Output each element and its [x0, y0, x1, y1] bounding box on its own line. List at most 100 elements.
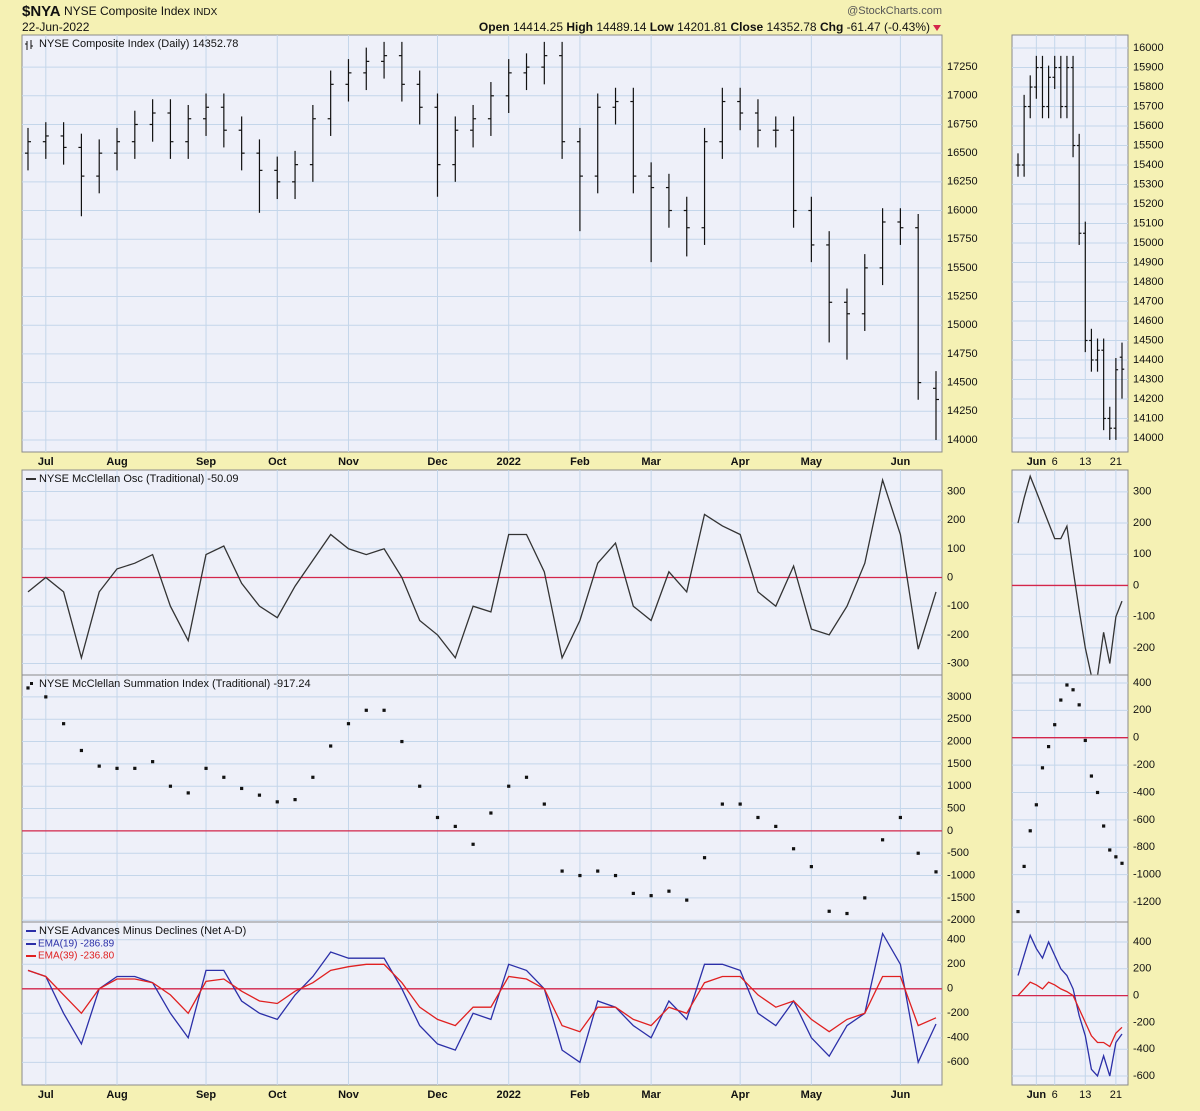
- x-tick-label: Aug: [106, 1089, 127, 1101]
- x-tick-label: May: [801, 456, 823, 468]
- dot: [222, 775, 226, 779]
- dot: [596, 869, 600, 873]
- panel: [21, 674, 943, 923]
- y-tick-label: -200: [1133, 759, 1155, 771]
- y-tick-label: 0: [947, 983, 953, 995]
- y-tick-label: 400: [1133, 936, 1151, 948]
- date: 22-Jun-2022: [22, 20, 90, 34]
- x-tick-label: Jun: [891, 456, 911, 468]
- dot: [1120, 861, 1124, 865]
- y-tick-label: 16250: [947, 176, 978, 188]
- index-name: NYSE Composite Index: [64, 4, 190, 18]
- y-tick-label: 14000: [947, 434, 978, 446]
- y-tick-label: 14900: [1133, 256, 1164, 268]
- y-tick-label: 14500: [1133, 334, 1164, 346]
- dot: [329, 744, 333, 748]
- dot: [418, 784, 422, 788]
- dot: [507, 784, 511, 788]
- dot: [275, 800, 279, 804]
- dot: [898, 815, 902, 820]
- x-tick-label: Jun: [1027, 456, 1047, 468]
- legend-title: NYSE Composite Index (Daily) 14352.78: [39, 38, 238, 50]
- dot: [1022, 864, 1026, 869]
- y-tick-label: 15900: [1133, 61, 1164, 73]
- y-tick-label: 100: [1133, 548, 1151, 560]
- dot: [702, 856, 707, 860]
- y-tick-label: 14000: [1133, 432, 1164, 444]
- down-arrow: [933, 25, 941, 31]
- y-tick-label: 0: [947, 571, 953, 583]
- y-tick-label: 0: [1133, 579, 1139, 591]
- series-line: [1017, 981, 1123, 1048]
- y-tick-label: 14750: [947, 348, 978, 360]
- dot: [79, 748, 84, 753]
- legend-entry: EMA(39) -236.80: [38, 951, 115, 962]
- y-tick-label: 400: [947, 934, 965, 946]
- dot: [133, 766, 137, 770]
- y-tick-label: 200: [1133, 517, 1151, 529]
- y-tick-label: 400: [1133, 677, 1151, 689]
- dot: [578, 873, 582, 878]
- dot: [1065, 683, 1069, 687]
- x-tick-label: Jul: [38, 456, 54, 468]
- dot: [400, 739, 404, 744]
- low: 14201.81: [677, 20, 727, 34]
- dot: [257, 793, 262, 797]
- dot: [809, 865, 813, 869]
- x-tick-label: 2022: [496, 1089, 520, 1101]
- dot: [934, 870, 938, 874]
- series-line: [27, 931, 937, 1065]
- legend-title: NYSE Advances Minus Declines (Net A-D): [39, 925, 246, 937]
- legend-title: NYSE McClellan Summation Index (Traditio…: [39, 678, 311, 690]
- y-tick-label: -100: [1133, 611, 1155, 623]
- y-tick-label: 1500: [947, 758, 971, 770]
- y-tick-label: -600: [1133, 814, 1155, 826]
- dot: [1016, 909, 1020, 914]
- y-tick-label: 200: [1133, 704, 1151, 716]
- x-tick-label: Mar: [641, 456, 661, 468]
- source: @StockCharts.com: [847, 5, 942, 17]
- panel: [21, 921, 943, 1086]
- y-tick-label: 200: [1133, 963, 1151, 975]
- dot: [756, 815, 760, 820]
- dot: [524, 775, 529, 779]
- y-tick-label: -600: [947, 1056, 969, 1068]
- x-tick-label: Apr: [731, 1089, 751, 1101]
- panel: [1011, 921, 1129, 1086]
- x-tick-label: Jun: [1027, 1089, 1047, 1101]
- high: 14489.14: [596, 20, 646, 34]
- quote: Open 14414.25 High 14489.14 Low 14201.81…: [479, 20, 930, 34]
- y-tick-label: 3000: [947, 691, 971, 703]
- dot: [1077, 703, 1081, 707]
- y-tick-label: -400: [1133, 786, 1155, 798]
- dot: [489, 811, 493, 815]
- dot: [1114, 855, 1118, 859]
- dot: [1053, 723, 1057, 727]
- y-tick-label: 16000: [1133, 42, 1164, 54]
- y-tick-label: 1000: [947, 780, 971, 792]
- y-tick-label: 0: [947, 825, 953, 837]
- panel: [1011, 674, 1129, 923]
- dot: [44, 695, 48, 699]
- x-tick-label: 21: [1110, 1089, 1122, 1101]
- y-tick-label: -100: [947, 600, 969, 612]
- y-tick-label: 200: [947, 958, 965, 970]
- dot: [346, 722, 351, 726]
- x-tick-label: 2022: [496, 456, 520, 468]
- y-tick-label: -200: [947, 1007, 969, 1019]
- dot: [685, 898, 689, 902]
- y-tick-label: 0: [1133, 732, 1139, 744]
- series-line: [1017, 474, 1123, 677]
- dot: [293, 798, 297, 802]
- low-label: Low: [650, 20, 675, 34]
- y-tick-label: 300: [947, 485, 965, 497]
- x-tick-label: May: [801, 1089, 823, 1101]
- header-title: $NYA NYSE Composite Index INDX: [22, 3, 218, 20]
- y-tick-label: 15200: [1133, 198, 1164, 210]
- dot: [667, 889, 671, 893]
- dot: [1095, 790, 1100, 795]
- x-tick-label: Oct: [268, 1089, 287, 1101]
- x-tick-label: Jun: [891, 1089, 911, 1101]
- dot: [1083, 738, 1087, 743]
- dot: [560, 869, 564, 873]
